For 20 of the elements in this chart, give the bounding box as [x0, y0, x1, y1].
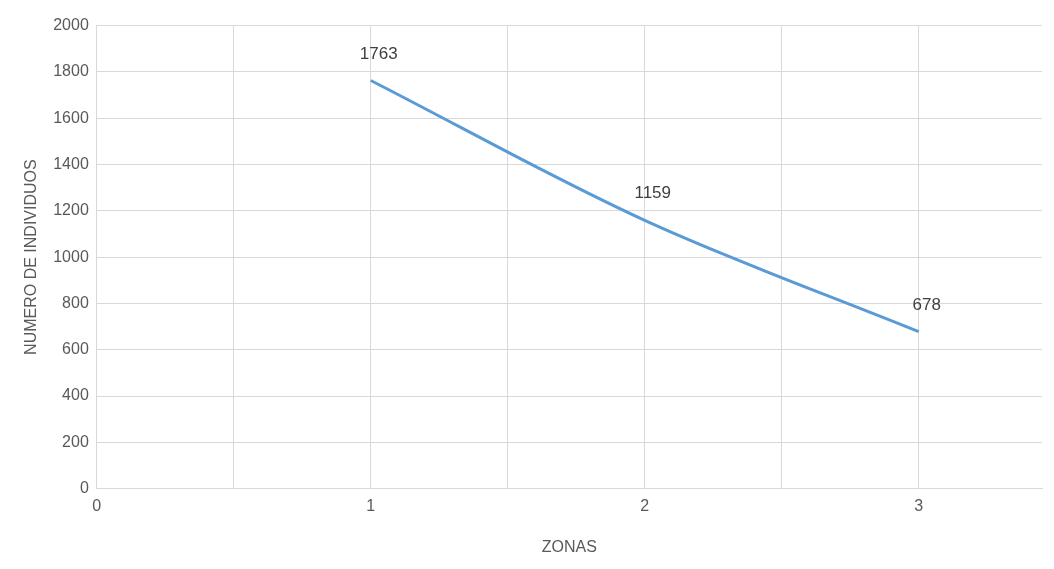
y-tick-label: 800 [62, 293, 89, 311]
y-tick-label: 1400 [53, 154, 89, 172]
y-tick-label: 0 [79, 479, 89, 497]
data-label: 1763 [359, 43, 398, 63]
data-label: 678 [912, 294, 941, 314]
y-tick-label: 1800 [53, 62, 89, 80]
y-tick-label: 200 [62, 432, 89, 450]
x-tick-label: 3 [914, 496, 924, 514]
y-tick-label: 1000 [53, 247, 89, 265]
y-tick-label: 1600 [53, 108, 89, 126]
y-tick-label: 600 [62, 340, 89, 358]
x-tick-label: 2 [640, 496, 650, 514]
y-tick-label: 1200 [53, 201, 89, 219]
y-axis-title: NUMERO DE INDIVIDUOS [22, 159, 40, 355]
x-tick-label: 0 [92, 496, 102, 514]
y-tick-label: 400 [62, 386, 89, 404]
y-tick-label: 2000 [53, 16, 89, 34]
data-label: 1159 [634, 183, 672, 203]
x-tick-label: 1 [366, 496, 376, 514]
x-axis-title: ZONAS [541, 537, 597, 555]
